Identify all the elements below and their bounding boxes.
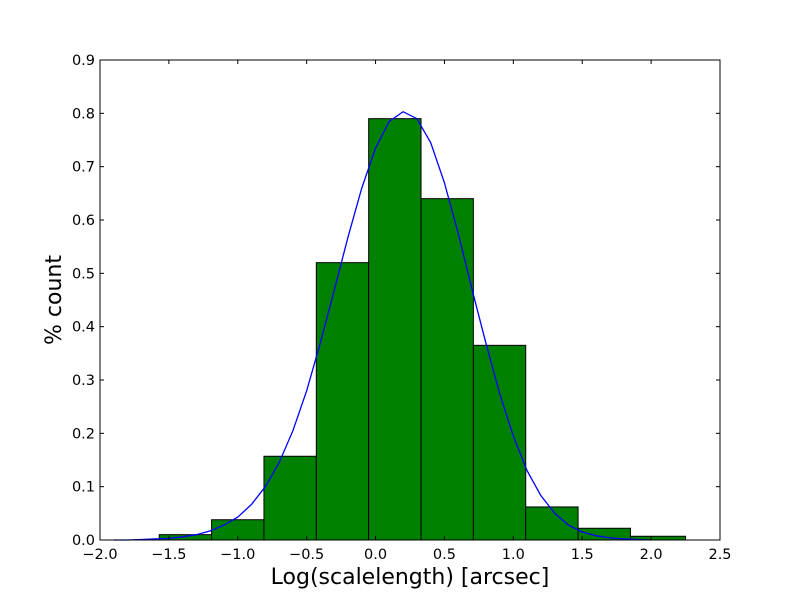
x-tick-label: 0.5: [433, 547, 456, 563]
y-tick-label: 0.0: [72, 533, 95, 549]
y-tick-label: 0.2: [72, 426, 95, 442]
x-tick-label: 1.0: [502, 547, 525, 563]
y-tick-label: 0.6: [72, 213, 95, 229]
histogram-bar: [263, 455, 317, 541]
histogram-bar: [158, 534, 213, 541]
axis-ticks: −2.0 −1.5 −1.0 −0.5 0.0 0.5 1.0 1.5 2.0 2.5 0.0 0.1…: [72, 53, 732, 563]
fit-curve-line: [113, 110, 652, 541]
x-tick-label: −2.0: [82, 547, 117, 563]
x-tick-label: 2.0: [640, 547, 663, 563]
histogram-bar: [525, 506, 579, 541]
y-tick-label: 0.8: [72, 106, 95, 122]
x-axis-label: Log(scalelength) [arcsec]: [271, 565, 550, 590]
histogram-bar: [315, 262, 370, 541]
y-tick-label: 0.7: [72, 160, 95, 176]
y-tick-label: 0.3: [72, 373, 95, 389]
y-tick-label: 0.9: [72, 53, 95, 69]
histogram-bars: [158, 118, 687, 541]
x-tick-label: 2.5: [708, 547, 731, 563]
y-tick-label: 0.4: [72, 320, 95, 336]
x-tick-label: 1.5: [571, 547, 594, 563]
y-tick-label: 0.5: [72, 266, 95, 282]
x-tick-label: 0.0: [364, 547, 387, 563]
plot-frame: [99, 59, 721, 541]
x-tick-label: −0.5: [289, 547, 324, 563]
x-tick-label: −1.0: [220, 547, 255, 563]
x-tick-label: −1.5: [151, 547, 186, 563]
histogram-bar: [420, 198, 474, 541]
histogram-bar: [368, 118, 422, 541]
histogram-bar: [472, 344, 527, 541]
y-axis-label: % count: [42, 255, 67, 345]
y-tick-label: 0.1: [72, 480, 95, 496]
